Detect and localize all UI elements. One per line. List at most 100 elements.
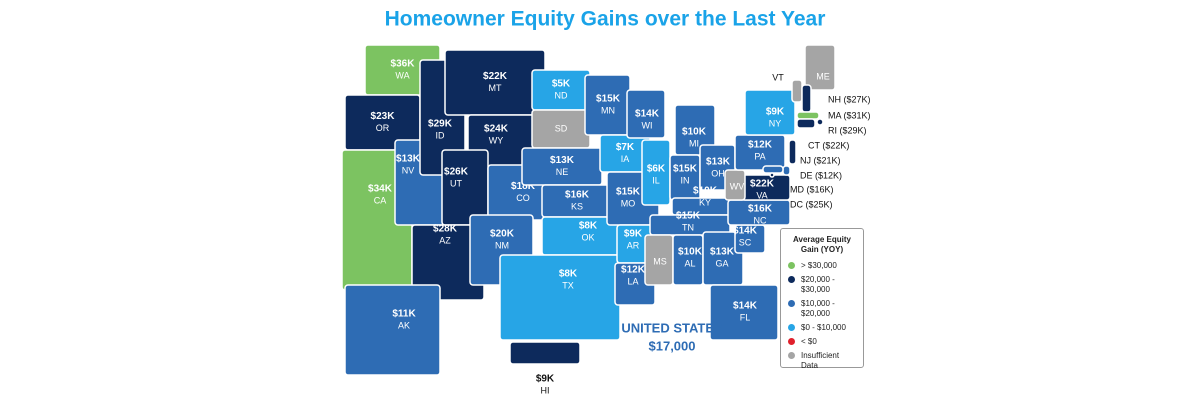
state-abbr: SC <box>739 237 752 247</box>
state-value: $36K <box>391 59 416 70</box>
state-abbr: IL <box>652 175 660 185</box>
state-abbr: FL <box>740 312 751 322</box>
legend-label: $20,000 - $30,000 <box>801 275 835 294</box>
state-value: $13K <box>550 155 575 166</box>
state-abbr: TX <box>562 280 574 290</box>
state-value: $22K <box>750 179 775 190</box>
state-abbr: ND <box>555 90 568 100</box>
state-value: $13K <box>706 157 731 168</box>
state-shape <box>626 89 666 139</box>
state-abbr: HI <box>541 385 550 395</box>
state-value: $20K <box>490 229 515 240</box>
legend-label: < $0 <box>801 337 817 346</box>
legend-label: $0 - $10,000 <box>801 323 846 332</box>
state-value: $22K <box>483 71 508 82</box>
state-value: $10K <box>682 127 707 138</box>
state-value: $23K <box>371 111 396 122</box>
state-shape <box>762 165 784 174</box>
state-abbr: NY <box>769 118 782 128</box>
state-label: MD ($16K) <box>790 184 834 194</box>
legend-swatch <box>788 338 795 345</box>
state-abbr: KY <box>699 197 711 207</box>
legend-items: > $30,000 $20,000 - $30,000 $10,000 - $20,… <box>786 261 858 371</box>
state-abbr: NV <box>402 165 415 175</box>
legend-item: < $0 <box>786 337 858 347</box>
state-abbr: AZ <box>439 235 451 245</box>
state-value: $12K <box>748 140 773 151</box>
state-value: $11K <box>392 309 416 320</box>
state-label: DC ($25K) <box>790 199 833 209</box>
state-value: $15K <box>616 187 641 198</box>
state-abbr: KS <box>571 201 583 211</box>
state-abbr: WA <box>395 70 409 80</box>
state-value: $14K <box>635 109 660 120</box>
state-shape <box>509 341 581 365</box>
state-abbr: LA <box>627 276 638 286</box>
state-abbr: TN <box>682 222 694 232</box>
legend-swatch <box>788 300 795 307</box>
state-label: NH ($27K) <box>828 94 871 104</box>
legend-swatch <box>788 324 795 331</box>
state-label: DE ($12K) <box>800 170 842 180</box>
state-shape <box>744 89 796 136</box>
state-shape <box>791 79 803 103</box>
legend-label: Insufficient Data <box>801 351 840 370</box>
state-label: CT ($22K) <box>808 140 849 150</box>
summary-name: UNITED STATES <box>621 320 723 335</box>
state-shape <box>816 118 824 126</box>
states: $36KWA$23KOR$34KCA$13KNV$29KID$22KMT$24K… <box>341 44 871 395</box>
legend-item: $20,000 - $30,000 <box>786 275 858 295</box>
title: Homeowner Equity Gains over the Last Yea… <box>385 8 826 31</box>
state-abbr: GA <box>715 258 728 268</box>
state-value: $10K <box>693 186 718 197</box>
state-abbr: CA <box>374 195 387 205</box>
state-value: $8K <box>579 221 598 232</box>
state-value: $10K <box>678 247 703 258</box>
state-abbr: MN <box>601 105 615 115</box>
state-value: $15K <box>676 211 701 222</box>
state-shape <box>796 111 820 120</box>
state-value: $28K <box>433 224 458 235</box>
legend: Average Equity Gain (YOY) > $30,000 $20,0… <box>780 228 864 371</box>
state-shape <box>769 172 775 178</box>
state-value: $7K <box>616 142 635 153</box>
state-abbr: ID <box>436 130 446 140</box>
state-abbr: NC <box>754 215 767 225</box>
state-label: VT <box>772 72 784 82</box>
state-shape <box>788 139 797 165</box>
state-abbr: WY <box>489 135 504 145</box>
state-value: $13K <box>396 154 421 165</box>
state-abbr: WI <box>642 120 653 130</box>
state-abbr: MS <box>653 256 667 266</box>
state-abbr: WV <box>730 181 745 191</box>
legend-label: > $30,000 <box>801 261 837 270</box>
state-value: $16K <box>748 204 773 215</box>
state-value: $13K <box>710 247 735 258</box>
state-abbr: AK <box>398 320 410 330</box>
legend-label: $10,000 - $20,000 <box>801 299 835 318</box>
state-value: $29K <box>428 119 453 130</box>
legend-swatch <box>788 352 795 359</box>
state-value: $14K <box>733 301 758 312</box>
summary-value: $17,000 <box>649 338 696 353</box>
state-value: $15K <box>596 94 621 105</box>
state-label: RI ($29K) <box>828 125 867 135</box>
state-value: $14K <box>733 226 758 237</box>
state-shape <box>441 149 489 226</box>
state-abbr: PA <box>754 151 765 161</box>
state-value: $5K <box>552 79 571 90</box>
state-shape <box>709 284 779 341</box>
state-shape <box>804 44 836 91</box>
legend-item: Insufficient Data <box>786 351 858 371</box>
state-shape <box>344 284 441 376</box>
state-abbr: OK <box>581 232 594 242</box>
state-value: $12K <box>621 265 646 276</box>
state-abbr: VA <box>756 190 767 200</box>
state-value: $24K <box>484 124 509 135</box>
state-abbr: OH <box>711 168 725 178</box>
state-abbr: IN <box>681 175 690 185</box>
legend-title: Average Equity Gain (YOY) <box>793 235 851 254</box>
state-value: $9K <box>624 229 643 240</box>
state-value: $9K <box>536 374 555 385</box>
